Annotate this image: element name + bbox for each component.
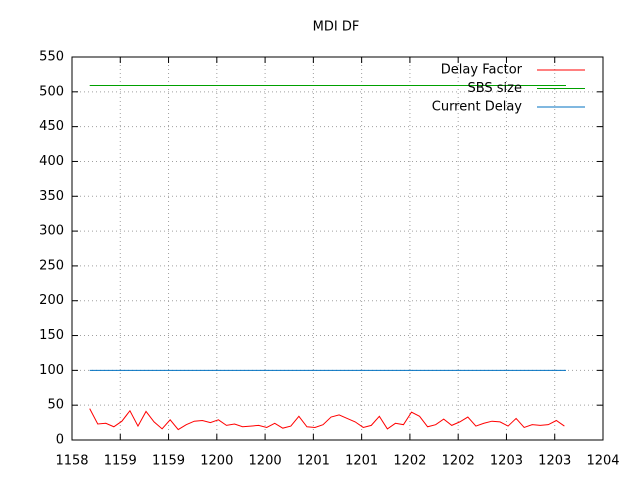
x-tick-label: 1203	[538, 454, 571, 469]
legend-label: SBS size	[467, 81, 522, 96]
y-tick-label: 0	[56, 433, 64, 448]
legend-label: Current Delay	[432, 100, 523, 115]
x-tick-label: 1159	[152, 454, 185, 469]
y-tick-label: 400	[39, 154, 64, 169]
x-tick-label: 1204	[586, 454, 619, 469]
plot-border	[71, 56, 604, 441]
x-tick-label: 1200	[249, 454, 282, 469]
y-tick-label: 50	[47, 398, 64, 413]
x-tick-label: 1202	[393, 454, 426, 469]
x-tick-label: 1159	[104, 454, 137, 469]
x-tick-label: 1202	[442, 454, 475, 469]
y-tick-label: 250	[39, 258, 64, 273]
y-tick-label: 300	[39, 224, 64, 239]
y-tick-label: 500	[39, 84, 64, 99]
y-tick-label: 350	[39, 189, 64, 204]
y-tick-label: 100	[39, 363, 64, 378]
x-tick-label: 1201	[297, 454, 330, 469]
x-tick-label: 1203	[490, 454, 523, 469]
y-tick-label: 200	[39, 293, 64, 308]
chart-title: MDI DF	[313, 20, 360, 35]
y-tick-label: 450	[39, 119, 64, 134]
x-tick-label: 1158	[55, 454, 88, 469]
x-tick-label: 1201	[345, 454, 378, 469]
y-tick-label: 550	[39, 50, 64, 65]
y-tick-label: 150	[39, 328, 64, 343]
data-line	[89, 408, 565, 431]
legend-label: Delay Factor	[441, 63, 523, 78]
x-tick-label: 1200	[200, 454, 233, 469]
